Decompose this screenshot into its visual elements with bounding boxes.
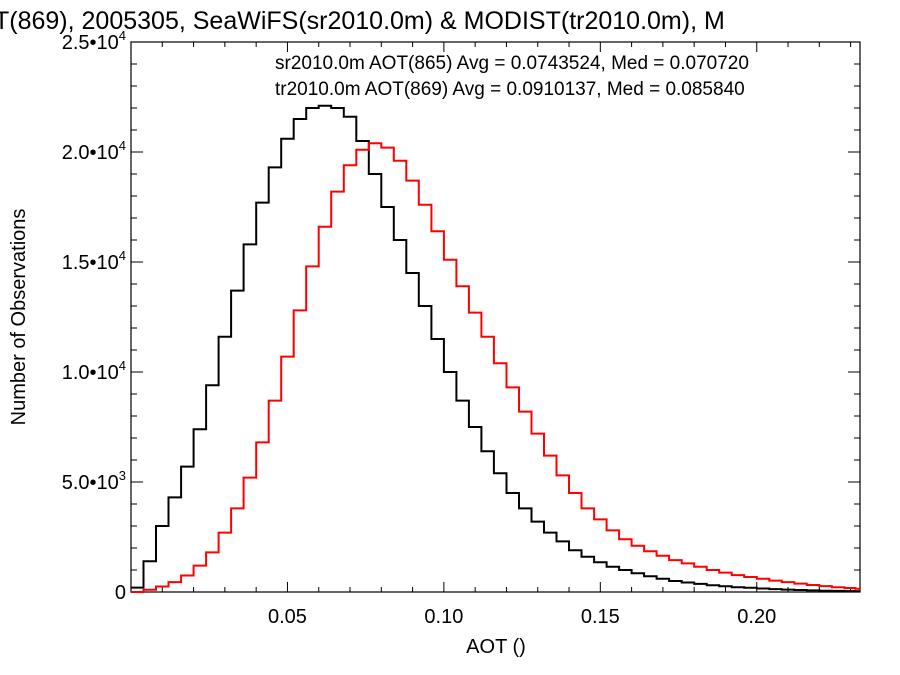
x-tick-label: 0.10 <box>424 606 463 628</box>
series-line-sr2010 <box>131 104 860 593</box>
x-tick-label: 0.15 <box>581 606 620 628</box>
series-group <box>131 104 860 593</box>
x-axis-label: AOT () <box>466 636 526 658</box>
x-tick-label: 0.05 <box>268 606 307 628</box>
y-tick-label: 1.0•104 <box>62 358 126 384</box>
y-tick-label: 2.0•104 <box>62 138 126 164</box>
y-tick-label: 2.5•104 <box>62 28 126 54</box>
legend-entry-tr2010: tr2010.0m AOT(869) Avg = 0.0910137, Med … <box>275 79 745 100</box>
x-tick-label: 0.20 <box>737 606 776 628</box>
series-line-tr2010 <box>131 142 860 593</box>
y-tick-label: 1.5•104 <box>62 248 126 274</box>
axis-ticks: 0.05 0.10 0.15 0.20 0 5.0•103 1.0•104 1.5•104 2.… <box>62 28 860 628</box>
y-axis-label: Number of Observations <box>8 209 30 426</box>
y-tick-label: 0 <box>115 582 126 604</box>
y-tick-label: 5.0•103 <box>62 468 126 494</box>
chart-title: T(869), 2005305, SeaWiFS(sr2010.0m) & MO… <box>0 7 725 35</box>
legend-entry-sr2010: sr2010.0m AOT(865) Avg = 0.0743524, Med … <box>275 53 749 74</box>
plot-frame <box>130 41 861 593</box>
